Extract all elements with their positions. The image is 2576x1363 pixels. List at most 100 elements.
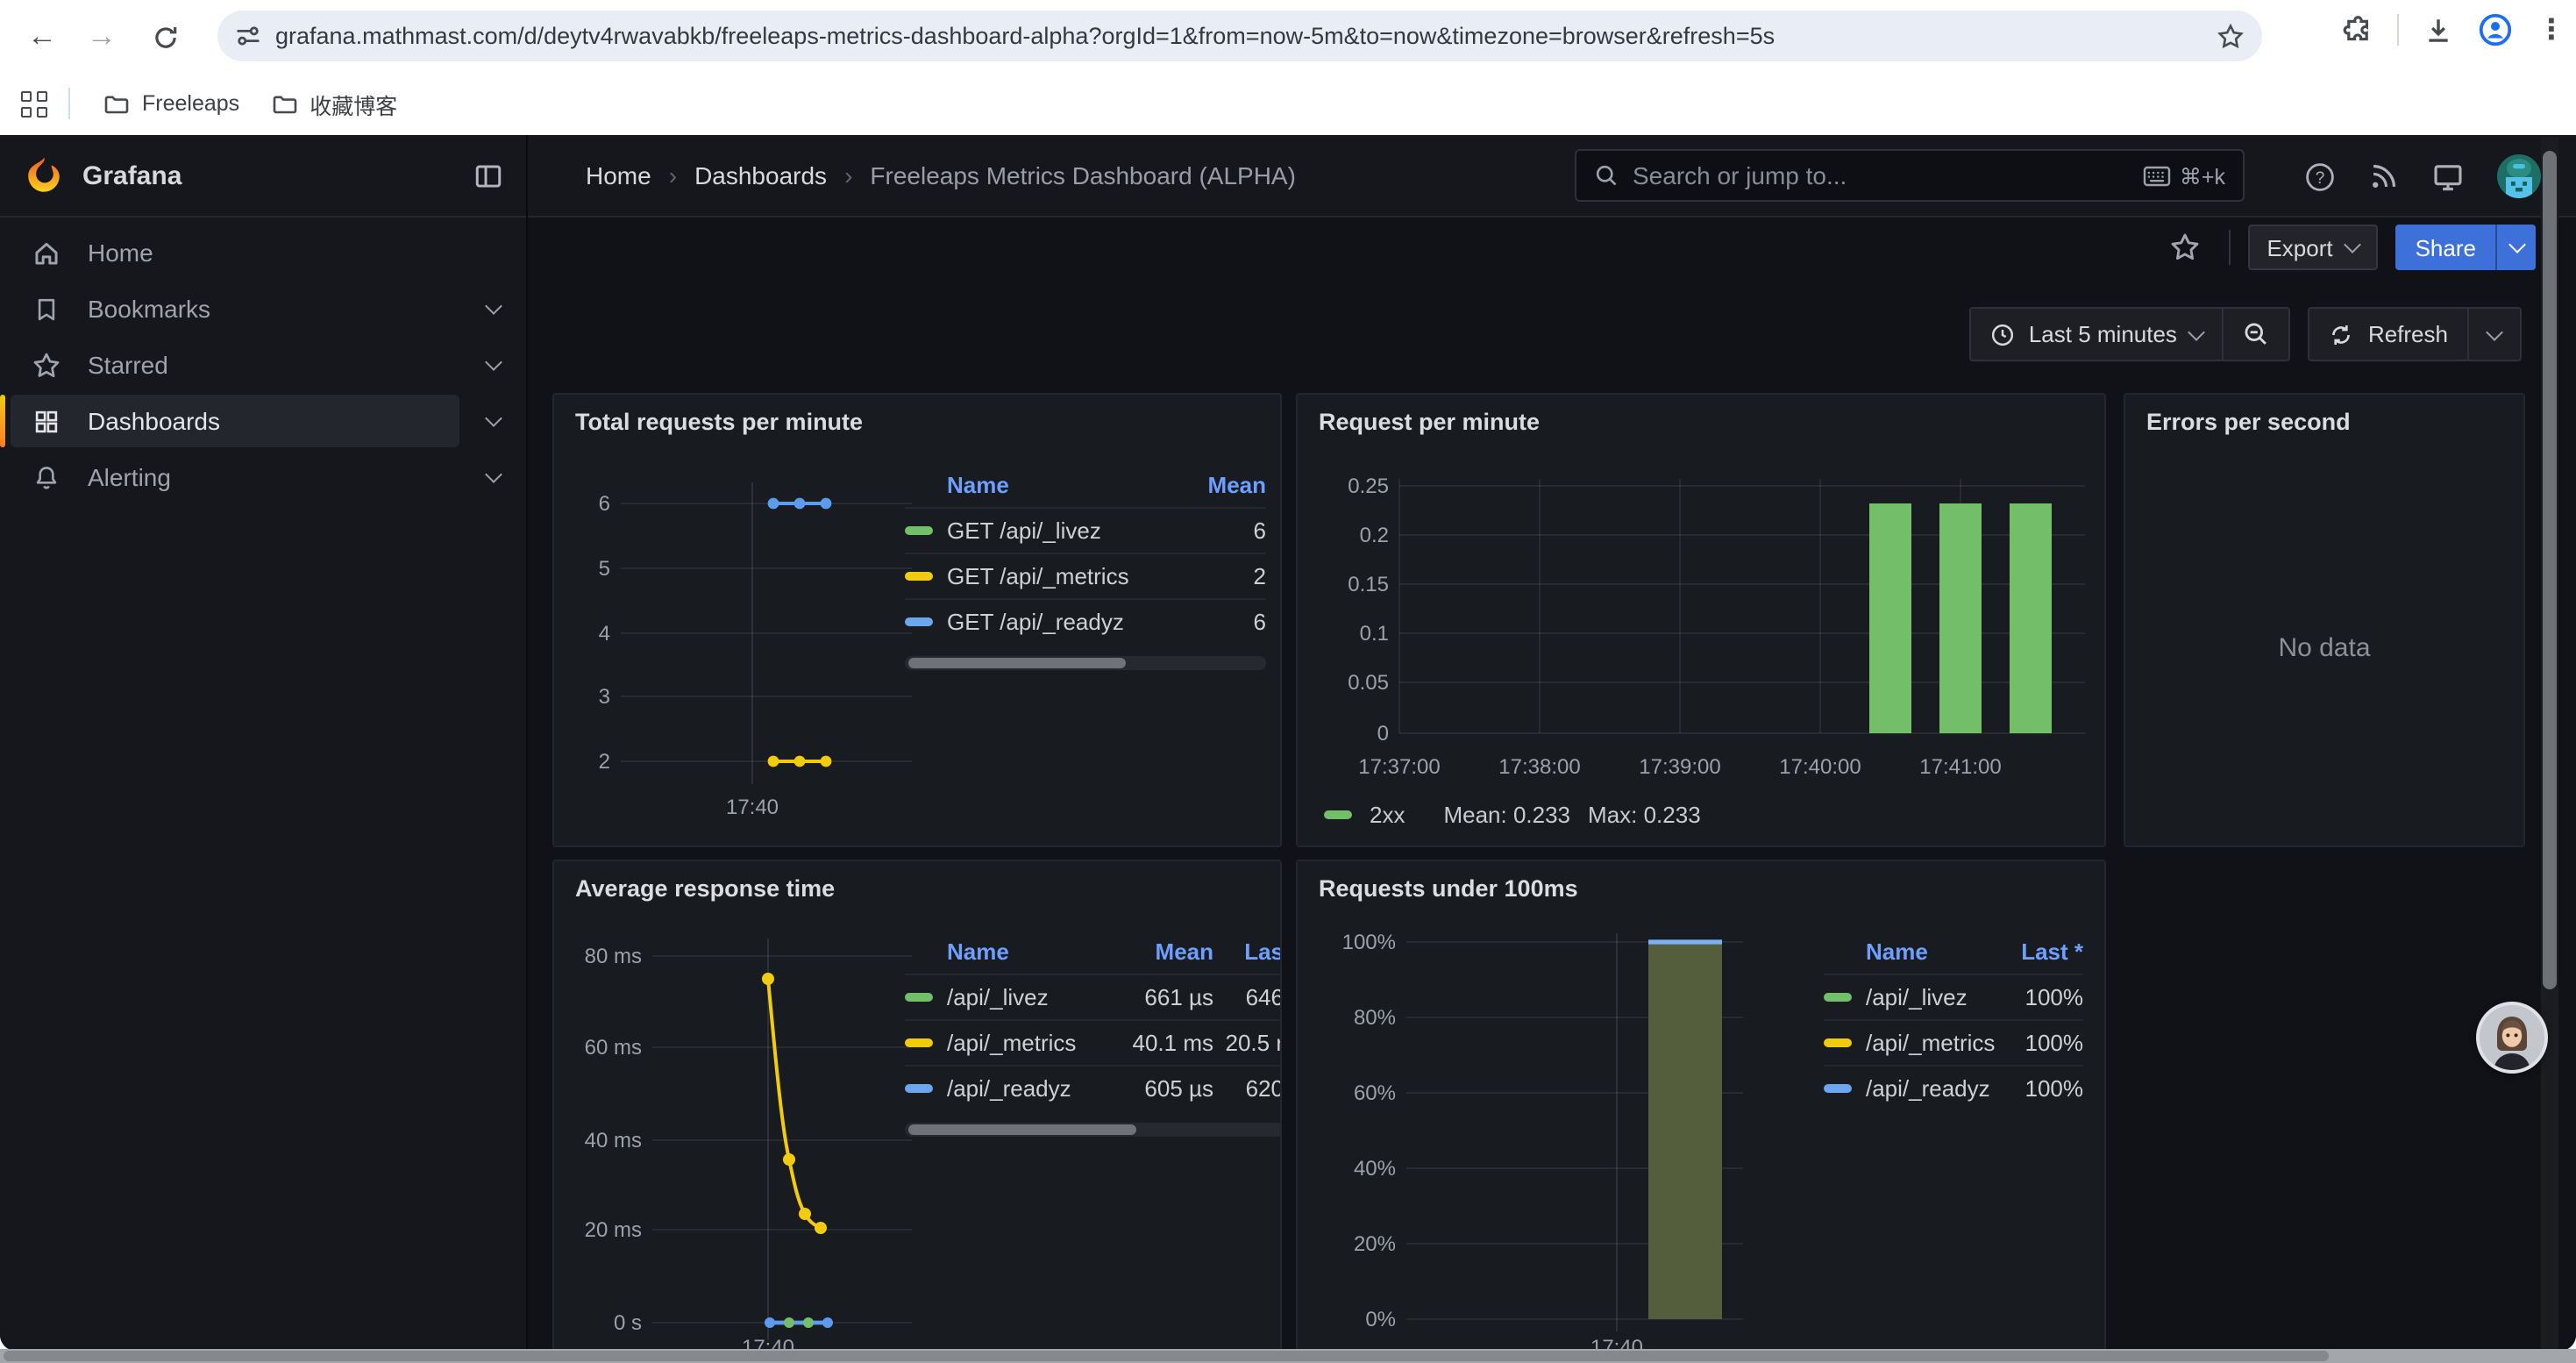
browser-toolbar: ← → grafana.mathmast.com/d/deytv4rwavabk… <box>0 0 2576 72</box>
sidebar-item-bookmarks[interactable]: Bookmarks <box>0 282 526 335</box>
search-icon <box>1594 163 1619 188</box>
news-icon[interactable] <box>2369 161 2399 191</box>
panel-title[interactable]: Errors per second <box>2146 409 2351 435</box>
panel-request-per-minute[interactable]: Request per minute 0.25 0.2 0.15 0.1 0.0… <box>1296 393 2106 847</box>
legend-header-name[interactable]: Name <box>947 472 1185 498</box>
legend-header-last[interactable]: Las <box>1213 938 1282 965</box>
series-livez-readyz-line <box>765 1317 833 1328</box>
svg-text:17:39:00: 17:39:00 <box>1639 755 1720 779</box>
refresh-interval-dropdown[interactable] <box>2467 309 2520 360</box>
download-icon[interactable] <box>2423 15 2453 45</box>
extensions-icon[interactable] <box>2343 15 2373 45</box>
panel-under-100ms[interactable]: Requests under 100ms 100% 80% 60% 40% 20… <box>1296 860 2106 1351</box>
svg-text:20%: 20% <box>1354 1232 1396 1256</box>
refresh-icon <box>2330 322 2354 346</box>
header-icons: ? <box>2304 135 2541 218</box>
chevron-down-icon[interactable] <box>459 474 526 481</box>
legend-row[interactable]: GET /api/_readyz 6 <box>905 598 1266 644</box>
chevron-down-icon[interactable] <box>459 361 526 368</box>
legend-header-mean[interactable]: Mean <box>1105 938 1213 965</box>
panel-avg-response-time[interactable]: Average response time 80 ms 60 ms 40 ms … <box>552 860 1282 1351</box>
app-brand: Grafana <box>82 161 473 190</box>
menu-kebab-icon[interactable]: ⋮ <box>2537 12 2565 47</box>
breadcrumb-dashboards[interactable]: Dashboards <box>694 161 827 189</box>
chevron-down-icon[interactable] <box>459 417 526 425</box>
legend-max: Max: 0.233 <box>1588 802 1701 828</box>
legend-row[interactable]: /api/_livez 661 µs 646 <box>905 974 1282 1019</box>
legend-header-name[interactable]: Name <box>1866 938 2003 965</box>
series-2xx-bars <box>1869 503 2052 733</box>
forward-icon[interactable]: → <box>77 12 126 61</box>
legend-row[interactable]: GET /api/_livez 6 <box>905 507 1266 553</box>
legend-mean: Mean: 0.233 <box>1443 802 1570 828</box>
apps-grid-icon[interactable] <box>21 90 47 117</box>
series-color-chip <box>905 1038 933 1047</box>
svg-text:0%: 0% <box>1365 1308 1396 1331</box>
legend-header-mean[interactable]: Mean <box>1185 472 1266 498</box>
panel-title[interactable]: Requests under 100ms <box>1319 875 1578 902</box>
series-color-chip <box>905 526 933 535</box>
sidebar-item-starred[interactable]: Starred <box>0 339 526 391</box>
floating-assistant-avatar[interactable] <box>2476 1002 2548 1074</box>
svg-text:0.25: 0.25 <box>1348 475 1389 498</box>
bookmarks-icon <box>32 294 61 324</box>
sidebar-item-dashboards[interactable]: Dashboards <box>0 395 526 447</box>
help-icon[interactable]: ? <box>2304 161 2336 192</box>
series-color-chip <box>1824 1084 1852 1093</box>
series-color-chip <box>1824 1038 1852 1047</box>
sidebar-item-label: Alerting <box>88 463 171 491</box>
sidebar-nav: Home Bookmarks Starred <box>0 223 526 507</box>
grafana-logo[interactable] <box>23 154 65 196</box>
url-bar[interactable]: grafana.mathmast.com/d/deytv4rwavabkb/fr… <box>217 11 2262 61</box>
legend-row[interactable]: GET /api/_metrics 2 <box>905 553 1266 598</box>
back-icon[interactable]: ← <box>18 12 67 61</box>
breadcrumb-current: Freeleaps Metrics Dashboard (ALPHA) <box>870 161 1296 189</box>
bookmark-folder-freeleaps[interactable]: Freeleaps <box>88 83 255 124</box>
legend-row[interactable]: /api/_readyz 100% <box>1824 1065 2083 1110</box>
bookmarks-bar: Freeleaps 收藏博客 <box>0 72 2576 135</box>
legend-scrollbar[interactable] <box>905 1123 1282 1137</box>
svg-text:40 ms: 40 ms <box>585 1129 642 1152</box>
legend-row[interactable]: /api/_metrics 100% <box>1824 1019 2083 1065</box>
export-button[interactable]: Export <box>2247 225 2378 270</box>
kiosk-icon[interactable] <box>2432 161 2464 192</box>
legend-inline[interactable]: 2xx Mean: 0.233 Max: 0.233 <box>1324 802 1701 828</box>
legend-row[interactable]: /api/_livez 100% <box>1824 974 2083 1019</box>
legend-row[interactable]: /api/_metrics 40.1 ms 20.5 r <box>905 1019 1282 1065</box>
panel-title[interactable]: Total requests per minute <box>575 409 863 435</box>
legend-row[interactable]: /api/_readyz 605 µs 620 <box>905 1065 1282 1110</box>
zoom-out-button[interactable] <box>2223 309 2289 360</box>
reload-icon[interactable] <box>140 12 189 61</box>
panel-errors-per-second[interactable]: Errors per second No data <box>2124 393 2525 847</box>
breadcrumb-home[interactable]: Home <box>586 161 651 189</box>
legend-scrollbar[interactable] <box>905 656 1266 670</box>
panel-title[interactable]: Average response time <box>575 875 835 902</box>
sidebar-item-alerting[interactable]: Alerting <box>0 451 526 503</box>
bookmark-star-icon[interactable] <box>2217 22 2245 50</box>
search-input[interactable]: Search or jump to... ⌘+k <box>1575 149 2245 202</box>
bookmark-folder-blogs[interactable]: 收藏博客 <box>255 80 413 127</box>
svg-text:3: 3 <box>599 685 610 709</box>
share-dropdown[interactable] <box>2495 225 2536 270</box>
sidebar-item-home[interactable]: Home <box>0 226 526 279</box>
horizontal-scrollbar-thumb[interactable] <box>4 1351 2329 1361</box>
panel-title[interactable]: Request per minute <box>1319 409 1540 435</box>
chevron-down-icon[interactable] <box>459 305 526 312</box>
time-range-label: Last 5 minutes <box>2029 321 2177 347</box>
time-range-picker[interactable]: Last 5 minutes <box>1971 309 2223 360</box>
legend-header-last[interactable]: Last * <box>2003 938 2083 965</box>
site-settings-icon[interactable] <box>235 23 261 49</box>
no-data-message: No data <box>2125 633 2523 663</box>
legend-header: Name Mean Las <box>905 938 1282 974</box>
profile-icon[interactable] <box>2478 12 2513 47</box>
sidebar-toggle-icon[interactable] <box>473 161 503 190</box>
panel-total-requests[interactable]: Total requests per minute 6 5 4 3 2 17:4… <box>552 393 1282 847</box>
favorite-star-icon[interactable] <box>2168 232 2200 263</box>
svg-text:17:40:00: 17:40:00 <box>1779 755 1861 779</box>
vertical-scrollbar-thumb[interactable] <box>2543 151 2557 989</box>
url-text[interactable]: grafana.mathmast.com/d/deytv4rwavabkb/fr… <box>275 23 2217 49</box>
share-button[interactable]: Share <box>2396 225 2536 270</box>
legend-header-name[interactable]: Name <box>947 938 1105 965</box>
refresh-button[interactable]: Refresh <box>2310 309 2467 360</box>
user-avatar[interactable] <box>2497 154 2541 198</box>
